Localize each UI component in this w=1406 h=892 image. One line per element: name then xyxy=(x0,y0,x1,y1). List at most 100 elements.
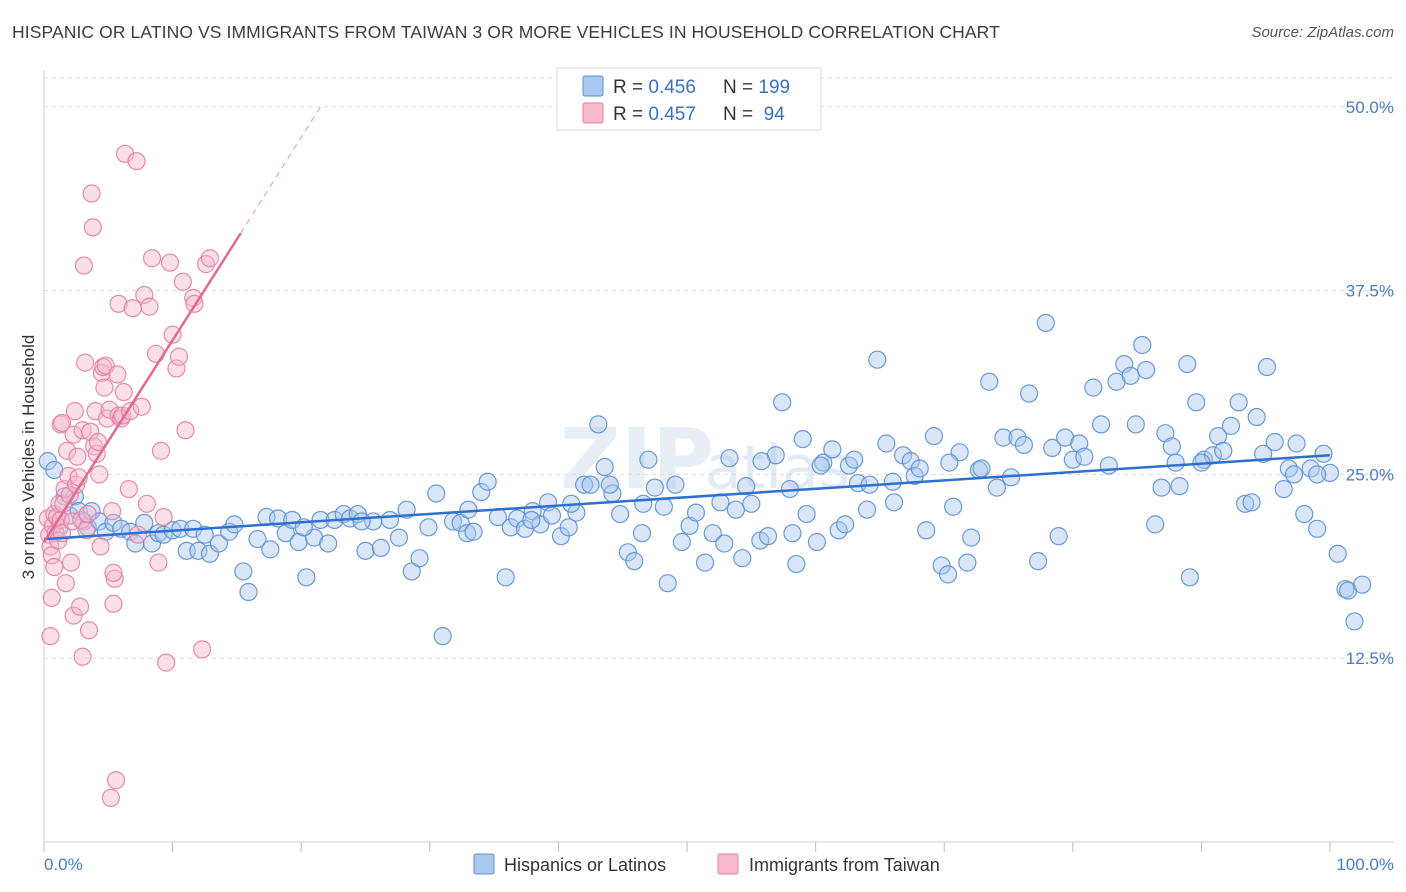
data-point xyxy=(76,353,95,372)
data-point xyxy=(248,529,267,549)
data-point xyxy=(132,397,151,416)
data-point xyxy=(65,402,84,421)
data-point xyxy=(752,452,771,471)
data-point xyxy=(742,494,761,513)
data-point xyxy=(726,500,745,519)
data-point xyxy=(225,515,244,534)
data-point xyxy=(884,493,904,512)
data-point xyxy=(63,512,82,531)
data-point xyxy=(157,653,176,672)
data-point xyxy=(135,285,154,305)
data-point xyxy=(472,482,491,502)
data-point xyxy=(1257,357,1277,377)
data-point xyxy=(1295,504,1314,524)
data-point xyxy=(589,415,608,434)
x-tick-label-max: 100.0% xyxy=(1336,855,1394,874)
data-point xyxy=(575,475,594,494)
data-point xyxy=(645,478,664,497)
data-point xyxy=(1126,415,1145,434)
data-point xyxy=(1152,478,1171,497)
bottom-legend-label-pink: Immigrants from Taiwan xyxy=(749,855,940,875)
data-point xyxy=(389,528,409,547)
data-point xyxy=(720,449,739,468)
data-point xyxy=(1308,465,1327,484)
data-point xyxy=(380,510,400,530)
data-point xyxy=(807,532,826,552)
data-point xyxy=(773,393,792,412)
data-point xyxy=(73,421,92,440)
data-point xyxy=(733,549,752,568)
data-point xyxy=(1345,612,1364,631)
bottom-legend-swatch-blue xyxy=(473,853,495,875)
data-point xyxy=(1133,335,1152,355)
data-point xyxy=(42,588,61,608)
series-legend: Hispanics or Latinos Immigrants from Tai… xyxy=(473,853,940,875)
data-point xyxy=(1254,444,1273,463)
data-point xyxy=(980,372,999,391)
data-point xyxy=(1019,384,1039,403)
data-point xyxy=(195,525,214,544)
data-point xyxy=(142,249,162,268)
legend-swatch-blue xyxy=(582,75,604,97)
data-point xyxy=(972,459,991,478)
data-point xyxy=(1162,437,1181,456)
data-point xyxy=(61,553,81,572)
data-point xyxy=(1274,479,1293,499)
data-point xyxy=(127,152,146,171)
y-tick-labels: 12.5% 25.0% 37.5% 50.0% xyxy=(1346,98,1394,668)
chart-title: HISPANIC OR LATINO VS IMMIGRANTS FROM TA… xyxy=(12,22,1000,42)
data-point xyxy=(1028,552,1048,571)
data-point xyxy=(845,450,864,469)
data-point xyxy=(917,521,936,540)
data-point xyxy=(625,552,644,571)
svg-text:R = 0.457: R = 0.457 xyxy=(613,104,696,125)
data-point xyxy=(193,640,212,659)
data-point xyxy=(581,475,600,494)
series-hispanics xyxy=(38,313,1372,646)
data-point xyxy=(737,477,756,496)
data-point xyxy=(1146,515,1165,534)
y-tick-label: 12.5% xyxy=(1346,649,1394,668)
data-point xyxy=(82,184,101,203)
data-point xyxy=(1075,447,1094,466)
data-point xyxy=(783,524,802,543)
data-point xyxy=(1063,450,1082,469)
data-point xyxy=(811,456,830,475)
legend-n-label-1: N = xyxy=(723,77,758,98)
data-point xyxy=(1099,456,1118,475)
x-ticks xyxy=(43,842,1331,852)
y-tick-label: 50.0% xyxy=(1346,98,1394,117)
x-tick-label-min: 0.0% xyxy=(44,855,83,874)
data-point xyxy=(883,472,902,491)
series-taiwan xyxy=(38,144,219,807)
data-point xyxy=(41,627,60,646)
data-point xyxy=(1008,428,1027,447)
data-point xyxy=(140,297,159,316)
y-axis-label: 3 or more Vehicles in Household xyxy=(19,335,38,580)
legend-n-label-2: N = xyxy=(723,104,758,125)
data-point xyxy=(101,788,120,807)
data-point xyxy=(877,434,896,453)
data-point xyxy=(123,299,142,318)
data-point xyxy=(715,534,734,553)
data-point xyxy=(944,497,963,516)
data-point xyxy=(167,359,186,378)
data-point xyxy=(1221,416,1241,435)
data-point xyxy=(297,568,316,587)
data-point xyxy=(108,365,127,384)
data-point xyxy=(109,294,128,313)
data-point xyxy=(106,771,126,790)
data-point xyxy=(1265,432,1284,452)
data-point xyxy=(119,479,138,499)
data-point xyxy=(595,457,614,477)
legend-r-value-2: 0.457 xyxy=(648,104,696,125)
data-point xyxy=(632,524,652,543)
trend-lines xyxy=(42,106,1331,543)
trend-line-hispanics xyxy=(43,454,1331,541)
data-point xyxy=(823,440,842,459)
data-point xyxy=(1036,313,1055,333)
data-point xyxy=(56,574,75,593)
source-label: Source: ZipAtlas.com xyxy=(1251,24,1394,41)
legend-r-label-1: R = xyxy=(613,77,648,98)
